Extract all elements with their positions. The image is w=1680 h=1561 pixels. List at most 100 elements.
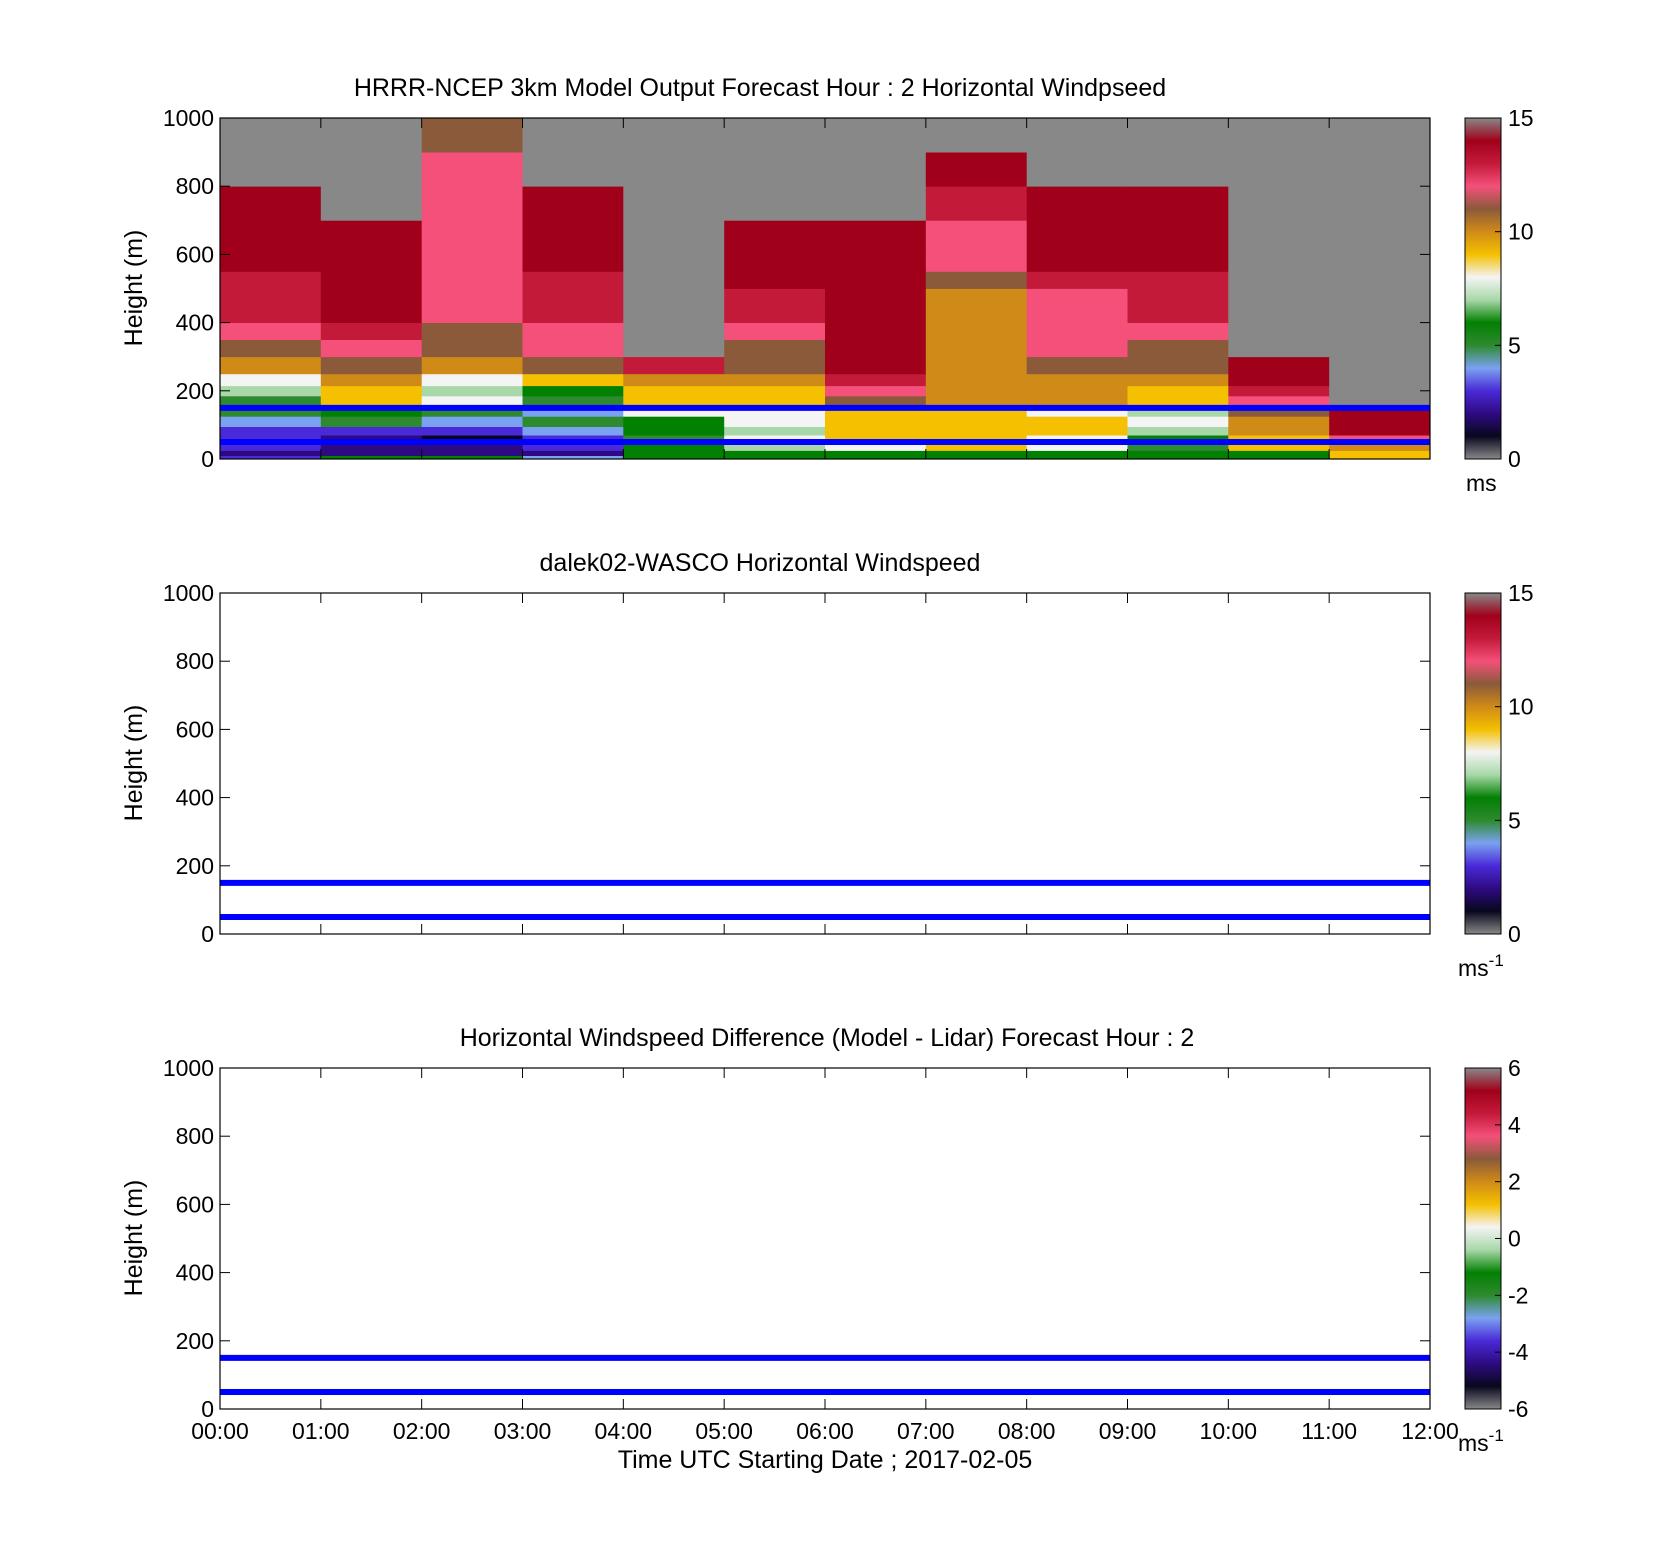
lidar-windspeed-panel: dalek02-WASCO Horizontal Windspeed 0 200 4… <box>120 549 1534 981</box>
y-tick-label: 200 <box>176 853 214 879</box>
x-tick-label: 04:00 <box>595 1418 653 1444</box>
heatmap-cell <box>1329 426 1431 436</box>
heatmap-cell <box>825 305 927 323</box>
heatmap-cell <box>1329 416 1431 427</box>
heatmap-cell <box>522 406 624 417</box>
heatmap-cell <box>1026 406 1128 417</box>
heatmap-cell <box>724 455 826 460</box>
heatmap-cell <box>220 395 322 407</box>
heatmap-cell <box>724 373 826 387</box>
heatmap-cell <box>925 220 1027 255</box>
x-tick-label: 02:00 <box>393 1418 451 1444</box>
heatmap-cell <box>421 339 523 358</box>
heatmap-cell <box>825 254 927 272</box>
heatmap-cell <box>1026 450 1128 456</box>
heatmap-cell <box>1127 152 1229 187</box>
y-tick-label: 0 <box>201 921 214 947</box>
y-tick-label: 800 <box>176 648 214 674</box>
colorbar-tick-label: 10 <box>1508 219 1534 245</box>
heatmap-cell <box>925 271 1027 289</box>
colorbar: -6 -4 -2 0 2 4 6 <box>1464 1055 1529 1422</box>
colorbar-tick-label: -6 <box>1508 1396 1528 1422</box>
colorbar-tick-label: 0 <box>1508 1226 1521 1252</box>
heatmap-cell <box>320 455 422 460</box>
heatmap-cell <box>220 152 322 187</box>
heatmap-cell <box>1228 450 1330 456</box>
heatmap-cell <box>1127 455 1229 460</box>
heatmap-cell <box>825 186 927 221</box>
heatmap-cell <box>724 152 826 187</box>
heatmap-cell <box>421 373 523 387</box>
heatmap-cell <box>724 443 826 451</box>
heatmap-cell <box>1228 322 1330 340</box>
heatmap-cell <box>1228 118 1330 153</box>
heatmap-cell <box>1127 288 1229 306</box>
colorbar-tick-label: 4 <box>1508 1112 1521 1138</box>
heatmap-cell <box>1228 373 1330 387</box>
heatmap-cell <box>522 271 624 289</box>
heatmap-cell <box>522 385 624 397</box>
heatmap-cell <box>220 385 322 397</box>
heatmap-cell <box>623 450 725 456</box>
heatmap-cell <box>220 373 322 387</box>
heatmap-cell <box>724 118 826 153</box>
colorbar-tick-label: 2 <box>1508 1169 1521 1195</box>
x-tick-label: 07:00 <box>897 1418 955 1444</box>
heatmap-cell <box>220 426 322 436</box>
heatmap-cell <box>220 186 322 221</box>
heatmap-cell <box>1329 254 1431 272</box>
heatmap-cell <box>421 443 523 451</box>
y-axis-label: Height (m) <box>120 705 148 822</box>
heatmap-cell <box>1329 118 1431 153</box>
heatmap-cell <box>925 152 1027 187</box>
heatmap-cell <box>1228 271 1330 289</box>
heatmap-cell <box>522 416 624 427</box>
heatmap-cell <box>522 322 624 340</box>
heatmap-cell <box>1228 152 1330 187</box>
y-tick-label: 400 <box>176 785 214 811</box>
reference-lines <box>220 404 1430 445</box>
heatmap-cell <box>421 152 523 187</box>
heatmap-cell <box>925 450 1027 456</box>
heatmap-cell <box>1127 406 1229 417</box>
x-axis-label: Time UTC Starting Date ; 2017-02-05 <box>618 1446 1033 1474</box>
heatmap-cell <box>1228 186 1330 221</box>
heatmap-cell <box>925 305 1027 323</box>
colorbar-gradient <box>1464 592 1502 935</box>
heatmap-cell <box>220 271 322 289</box>
heatmap-cell <box>220 254 322 272</box>
reference-lines <box>220 879 1430 920</box>
heatmap-cell <box>623 322 725 340</box>
heatmap-cell <box>1127 271 1229 289</box>
x-tick-label: 00:00 <box>191 1418 249 1444</box>
colorbar-tick-label: 5 <box>1508 807 1521 833</box>
y-tick-label: 800 <box>176 173 214 199</box>
y-tick-label: 1000 <box>163 1055 214 1081</box>
heatmap-cell <box>421 305 523 323</box>
heatmap-cell <box>724 426 826 436</box>
heatmap-cell <box>220 443 322 451</box>
heatmap-cell <box>623 152 725 187</box>
heatmap-cell <box>1026 385 1128 397</box>
y-axis-label: Height (m) <box>120 1180 148 1297</box>
heatmap-cell <box>925 322 1027 340</box>
heatmap-cell <box>1228 395 1330 407</box>
heatmap-cell <box>925 406 1027 417</box>
heatmap-cell <box>1329 271 1431 289</box>
heatmap-cell <box>825 385 927 397</box>
heatmap-cell <box>522 254 624 272</box>
heatmap-cell <box>623 254 725 272</box>
heatmap-cell <box>522 152 624 187</box>
y-tick-label: 200 <box>176 378 214 404</box>
y-tick-label: 200 <box>176 1328 214 1354</box>
heatmap-cell <box>1026 373 1128 387</box>
x-tick-label: 12:00 <box>1401 1418 1459 1444</box>
heatmap-cell <box>825 220 927 255</box>
heatmap-cell <box>724 322 826 340</box>
heatmap-cell <box>925 443 1027 451</box>
heatmap-cell <box>320 220 422 255</box>
heatmap-cell <box>1127 356 1229 375</box>
heatmap-cell <box>1127 305 1229 323</box>
heatmap-cell <box>220 118 322 153</box>
